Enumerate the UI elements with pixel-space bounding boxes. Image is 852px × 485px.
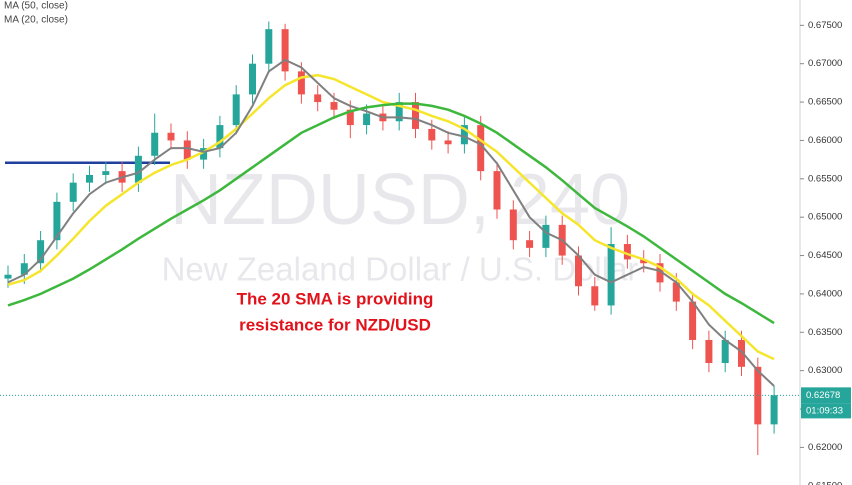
watermark-subtitle: New Zealand Dollar / U.S. Dollar — [162, 251, 639, 288]
legend-entry: MA (50, close) — [4, 1, 68, 12]
candle-body — [477, 125, 485, 172]
candle-body — [428, 128, 436, 141]
candle-body — [102, 171, 110, 175]
candle-body — [412, 102, 419, 129]
countdown-label: 01:09:33 — [806, 405, 843, 416]
candle-body — [363, 113, 371, 126]
ma-line — [7, 102, 775, 325]
y-tick-label: 0.67500 — [808, 20, 842, 31]
y-tick-label: 0.63500 — [808, 327, 842, 338]
candle-body — [167, 132, 175, 141]
price-tag-label: 0.62678 — [806, 390, 840, 401]
candle-body — [770, 395, 778, 425]
y-tick-label: 0.65000 — [808, 212, 842, 223]
y-tick-label: 0.63000 — [808, 365, 842, 376]
candle-body — [640, 259, 648, 264]
candle-body — [281, 29, 289, 72]
y-tick-label: 0.66000 — [808, 135, 842, 146]
candle-body — [591, 286, 599, 306]
candle-body — [460, 125, 468, 145]
candle-body — [395, 102, 403, 122]
candle-body — [53, 201, 61, 241]
candle-body — [754, 366, 762, 425]
annotation: resistance for NZD/USD — [239, 315, 431, 334]
candle-body — [607, 244, 615, 306]
candle-body — [330, 102, 338, 110]
candle-body — [249, 63, 256, 95]
candle-body — [134, 155, 142, 183]
candle-body — [623, 244, 631, 260]
candle-body — [86, 174, 93, 183]
annotation: The 20 SMA is providing — [237, 289, 434, 308]
candle-body — [4, 274, 12, 279]
countdown-tag — [801, 403, 851, 419]
candle-body — [672, 282, 680, 302]
candle-body — [656, 263, 664, 283]
candle-body — [297, 71, 305, 95]
candle-body — [542, 224, 550, 248]
candle-body — [216, 125, 224, 149]
price-tag — [801, 387, 851, 404]
y-tick-label: 0.67000 — [808, 58, 842, 69]
y-tick-label: 0.64500 — [808, 250, 842, 261]
y-tick-label: 0.62000 — [808, 442, 842, 453]
y-tick-label: 0.64000 — [808, 288, 842, 299]
candle-body — [314, 94, 322, 103]
y-tick-label: 0.61500 — [808, 480, 842, 485]
candle-body — [575, 255, 582, 287]
candle-body — [20, 263, 28, 275]
candle-body — [444, 140, 452, 145]
y-tick-label: 0.66500 — [808, 97, 842, 108]
legend-entry: MA (20, close) — [4, 15, 68, 26]
candle-body — [509, 209, 517, 241]
y-tick-label: 0.65500 — [808, 173, 842, 184]
candle-body — [183, 140, 191, 160]
candle-body — [37, 240, 45, 264]
candle-body — [493, 171, 501, 210]
candle-body — [705, 339, 713, 363]
candle-body — [69, 182, 77, 202]
candle-body — [721, 339, 729, 363]
candle-body — [200, 148, 208, 160]
candle-body — [689, 301, 697, 340]
candle-body — [265, 29, 273, 64]
ma-line — [7, 58, 775, 387]
candle-body — [232, 94, 240, 126]
candle-body — [151, 132, 159, 156]
candle-body — [738, 339, 745, 367]
candle-body — [526, 240, 534, 248]
candle-body — [346, 109, 354, 126]
